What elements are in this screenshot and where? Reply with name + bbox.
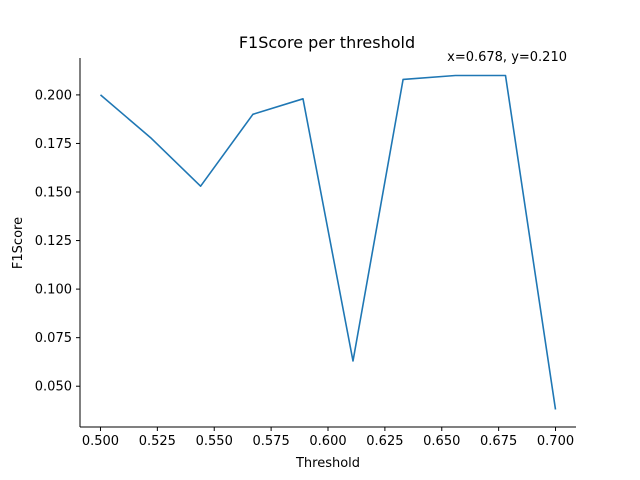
y-tick-label: 0.175 — [35, 137, 72, 152]
y-axis-title: F1Score — [11, 217, 26, 269]
x-tick-label: 0.675 — [480, 434, 517, 449]
x-tick-label: 0.550 — [196, 434, 233, 449]
series-line-0 — [99, 74, 557, 410]
x-tick-label: 0.700 — [537, 434, 574, 449]
x-tick-label: 0.525 — [139, 434, 176, 449]
y-tick-label: 0.050 — [35, 380, 72, 395]
x-tick-label: 0.600 — [309, 434, 346, 449]
x-tick-label: 0.650 — [423, 434, 460, 449]
chart-title: F1Score per threshold — [239, 33, 415, 52]
y-tick-label: 0.100 — [35, 283, 72, 298]
plot-area — [99, 74, 557, 410]
x-tick-label: 0.625 — [366, 434, 403, 449]
y-tick-label: 0.200 — [35, 88, 72, 103]
y-tick-label: 0.075 — [35, 331, 72, 346]
x-tick-label: 0.500 — [82, 434, 119, 449]
y-tick-label: 0.150 — [35, 186, 72, 201]
x-tick-label: 0.575 — [253, 434, 290, 449]
y-tick-label: 0.125 — [35, 234, 72, 249]
cursor-annotation: x=0.678, y=0.210 — [447, 50, 567, 65]
x-axis-title: Threshold — [295, 456, 360, 471]
y-axis-ticks: 0.050 0.075 0.100 0.125 0.150 0.175 0.200 — [35, 88, 80, 395]
x-axis-ticks: 0.500 0.525 0.550 0.575 0.600 0.625 0.650 0.675… — [82, 427, 574, 449]
